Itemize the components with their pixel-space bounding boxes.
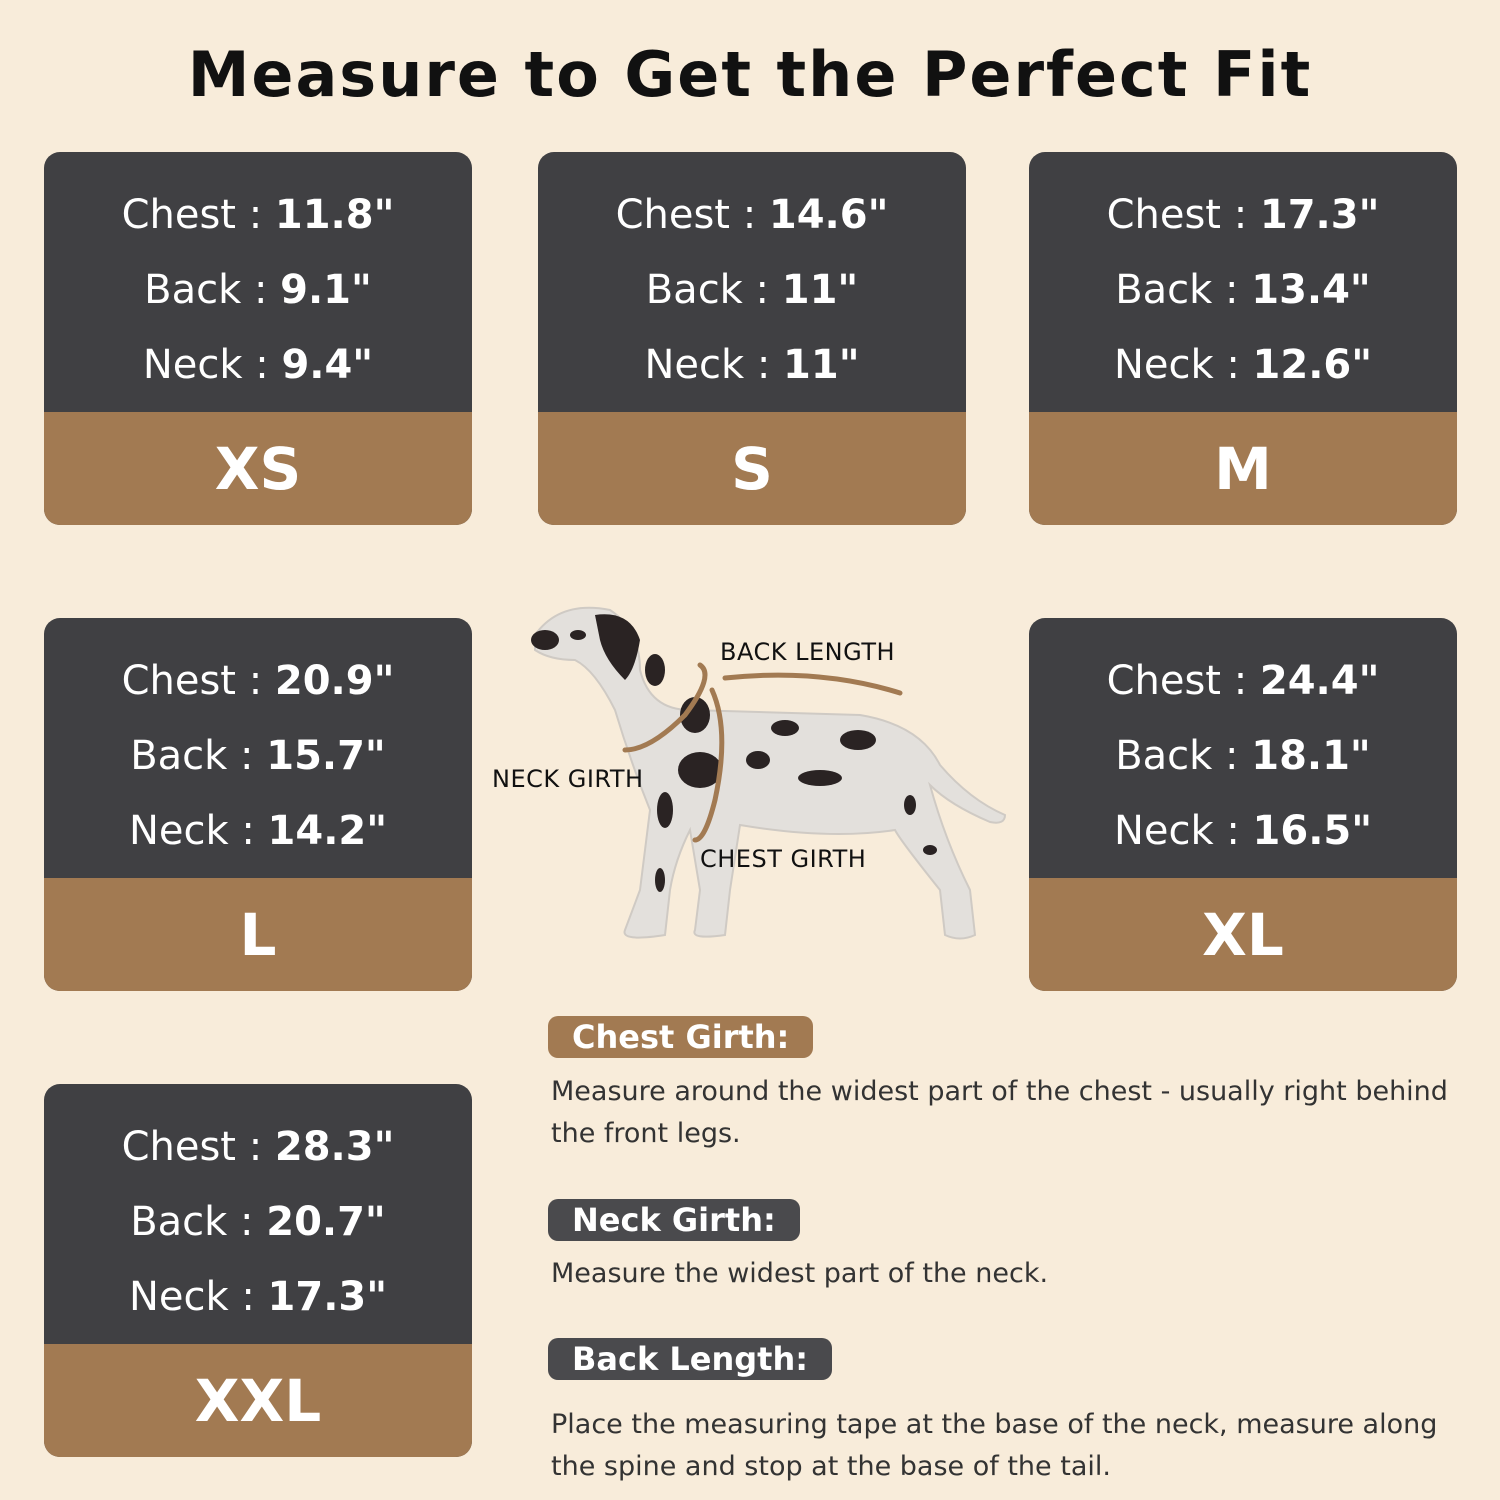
- back-value: 11": [781, 267, 859, 313]
- chest-value: 11.8": [274, 192, 395, 238]
- back-label: Back: [144, 267, 242, 313]
- neck-value: 12.6": [1252, 342, 1373, 388]
- neck-label: Neck: [128, 808, 229, 854]
- back-measurement: Back : 13.4": [1115, 267, 1371, 313]
- chest-girth-label: CHEST GIRTH: [700, 845, 867, 873]
- neck-value: 16.5": [1252, 808, 1373, 854]
- back-value: 13.4": [1251, 267, 1371, 313]
- back-measurement: Back : 20.7": [130, 1199, 386, 1245]
- back-label: Back: [645, 267, 743, 313]
- chest-label: Chest: [121, 658, 236, 704]
- chest-label: Chest: [121, 192, 236, 238]
- chest-value: 24.4": [1259, 658, 1380, 704]
- size-card-xs: Chest : 11.8" Back : 9.1" Neck : 9.4" XS: [44, 152, 472, 525]
- size-label: L: [44, 878, 472, 991]
- dalmatian-illustration: [531, 606, 1007, 940]
- neck-measurement: Neck : 14.2": [128, 808, 388, 854]
- chest-girth-badge: Chest Girth:: [548, 1016, 814, 1058]
- neck-measurement: Neck : 11": [644, 342, 860, 388]
- chest-measurement: Chest : 11.8": [121, 192, 395, 238]
- neck-label: Neck: [1113, 342, 1214, 388]
- chest-measurement: Chest : 17.3": [1106, 192, 1380, 238]
- neck-value: 17.3": [267, 1274, 388, 1320]
- chest-value: 28.3": [274, 1124, 395, 1170]
- chest-label: Chest: [615, 192, 730, 238]
- size-label: S: [538, 412, 966, 525]
- back-label: Back: [130, 733, 228, 779]
- size-card-l: Chest : 20.9" Back : 15.7" Neck : 14.2" L: [44, 618, 472, 991]
- size-label: XL: [1029, 878, 1457, 991]
- measurements: Chest : 14.6" Back : 11" Neck : 11": [538, 152, 966, 428]
- neck-measurement: Neck : 9.4": [142, 342, 374, 388]
- back-length-description: Place the measuring tape at the base of …: [551, 1409, 1438, 1482]
- back-value: 20.7": [266, 1199, 386, 1245]
- chest-girth-description: Measure around the widest part of the ch…: [551, 1076, 1448, 1149]
- back-length-label: BACK LENGTH: [720, 638, 896, 666]
- neck-measurement: Neck : 16.5": [1113, 808, 1373, 854]
- back-measurement: Back : 11": [645, 267, 859, 313]
- chest-label: Chest: [1106, 192, 1221, 238]
- back-measurement: Back : 15.7": [130, 733, 386, 779]
- size-card-xxl: Chest : 28.3" Back : 20.7" Neck : 17.3" XXL: [44, 1084, 472, 1457]
- measurements: Chest : 20.9" Back : 15.7" Neck : 14.2": [44, 618, 472, 894]
- neck-girth-badge: Neck Girth:: [548, 1199, 800, 1241]
- measurements: Chest : 28.3" Back : 20.7" Neck : 17.3": [44, 1084, 472, 1360]
- chest-value: 20.9": [274, 658, 395, 704]
- chest-measurement: Chest : 20.9": [121, 658, 395, 704]
- back-label: Back: [130, 1199, 228, 1245]
- neck-girth-label: NECK GIRTH: [492, 765, 644, 793]
- neck-girth-description: Measure the widest part of the neck.: [551, 1258, 1049, 1289]
- size-card-xl: Chest : 24.4" Back : 18.1" Neck : 16.5" XL: [1029, 618, 1457, 991]
- chest-measurement: Chest : 28.3": [121, 1124, 395, 1170]
- chest-value: 14.6": [768, 192, 889, 238]
- neck-label: Neck: [644, 342, 745, 388]
- back-measurement: Back : 9.1": [144, 267, 372, 313]
- measurements: Chest : 24.4" Back : 18.1" Neck : 16.5": [1029, 618, 1457, 894]
- size-label: XS: [44, 412, 472, 525]
- back-value: 18.1": [1251, 733, 1371, 779]
- neck-measurement: Neck : 17.3": [128, 1274, 388, 1320]
- chest-label: Chest: [1106, 658, 1221, 704]
- neck-measurement: Neck : 12.6": [1113, 342, 1373, 388]
- chest-measurement: Chest : 14.6": [615, 192, 889, 238]
- back-value: 9.1": [280, 267, 372, 313]
- size-label: XXL: [44, 1344, 472, 1457]
- back-value: 15.7": [266, 733, 386, 779]
- back-length-badge: Back Length:: [548, 1338, 833, 1380]
- neck-label: Neck: [128, 1274, 229, 1320]
- size-label: M: [1029, 412, 1457, 525]
- page-title: Measure to Get the Perfect Fit: [187, 38, 1313, 111]
- back-label: Back: [1115, 733, 1213, 779]
- measurements: Chest : 17.3" Back : 13.4" Neck : 12.6": [1029, 152, 1457, 428]
- chest-label: Chest: [121, 1124, 236, 1170]
- size-card-m: Chest : 17.3" Back : 13.4" Neck : 12.6" M: [1029, 152, 1457, 525]
- chest-measurement: Chest : 24.4": [1106, 658, 1380, 704]
- back-label: Back: [1115, 267, 1213, 313]
- neck-value: 11": [783, 342, 860, 388]
- measurements: Chest : 11.8" Back : 9.1" Neck : 9.4": [44, 152, 472, 428]
- neck-label: Neck: [142, 342, 243, 388]
- neck-value: 14.2": [267, 808, 388, 854]
- chest-value: 17.3": [1259, 192, 1380, 238]
- size-card-s: Chest : 14.6" Back : 11" Neck : 11" S: [538, 152, 966, 525]
- back-measurement: Back : 18.1": [1115, 733, 1371, 779]
- neck-value: 9.4": [281, 342, 374, 388]
- neck-label: Neck: [1113, 808, 1214, 854]
